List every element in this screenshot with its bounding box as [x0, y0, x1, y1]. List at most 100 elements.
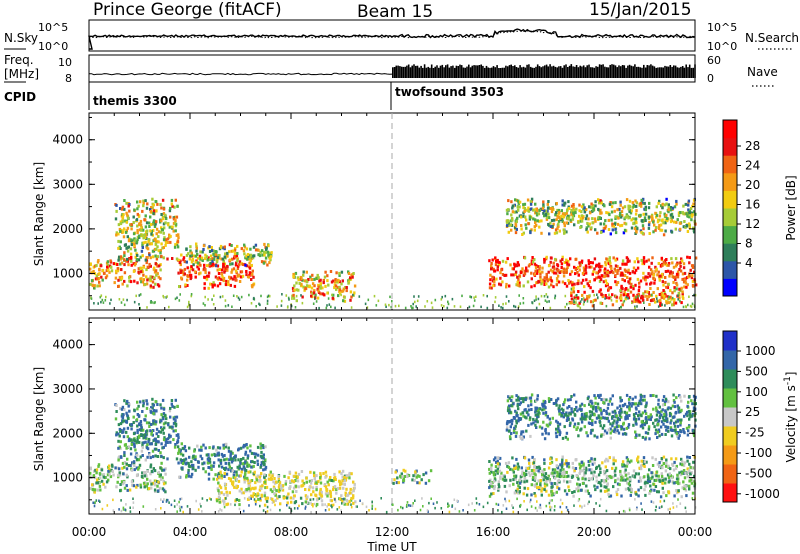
data-cell — [576, 303, 579, 307]
data-cell — [675, 396, 678, 400]
data-cell — [122, 430, 125, 434]
data-cell — [431, 306, 434, 309]
data-cell — [264, 474, 267, 478]
data-cell — [190, 260, 194, 264]
data-cell — [633, 227, 637, 231]
data-cell — [686, 474, 689, 478]
data-cell — [340, 472, 343, 476]
data-cell — [655, 205, 658, 209]
data-cell — [121, 405, 125, 409]
data-cell — [264, 256, 268, 260]
data-cell — [661, 219, 664, 223]
data-cell — [510, 213, 513, 217]
data-cell — [276, 305, 278, 308]
data-cell — [581, 477, 584, 481]
data-cell — [583, 415, 586, 419]
data-cell — [217, 472, 221, 476]
data-cell — [141, 445, 144, 449]
data-cell — [664, 229, 667, 233]
data-cell — [582, 462, 585, 466]
data-cell — [557, 487, 561, 491]
noise-panel: N.Sky 10^5 10^0 10^5 10^0 N.Search — [4, 19, 799, 53]
data-cell — [115, 404, 118, 407]
data-cell — [127, 204, 130, 208]
nave-bar — [499, 68, 502, 78]
data-cell — [629, 493, 632, 497]
data-cell — [286, 501, 289, 505]
data-cell — [517, 305, 520, 308]
data-cell — [674, 257, 678, 261]
nave-bar — [506, 66, 509, 78]
data-cell — [319, 487, 322, 491]
data-cell — [565, 411, 568, 415]
data-cell — [511, 395, 514, 399]
nave-bar — [531, 67, 534, 78]
data-cell — [132, 421, 135, 424]
data-cell — [120, 261, 124, 265]
data-cell — [161, 468, 164, 472]
data-cell — [331, 296, 334, 300]
data-cell — [170, 399, 174, 402]
data-cell — [639, 476, 642, 480]
data-cell — [665, 458, 668, 462]
data-cell — [129, 452, 133, 456]
data-cell — [140, 449, 144, 453]
data-cell — [534, 266, 538, 270]
data-cell — [278, 483, 281, 487]
data-cell — [565, 470, 568, 474]
data-cell — [647, 427, 651, 431]
data-cell — [528, 474, 532, 478]
data-cell — [678, 268, 681, 271]
data-cell — [115, 431, 118, 435]
data-cell — [590, 468, 593, 472]
nave-bar — [438, 67, 440, 78]
data-cell — [567, 462, 570, 466]
data-cell — [149, 463, 153, 467]
data-cell — [679, 300, 681, 303]
data-cell — [541, 270, 544, 274]
data-cell — [491, 275, 494, 279]
data-cell — [97, 259, 100, 262]
data-cell — [611, 466, 614, 470]
data-cell — [562, 475, 566, 479]
data-cell — [415, 305, 417, 308]
data-cell — [674, 278, 677, 281]
data-cell — [303, 288, 306, 292]
data-cell — [688, 484, 691, 488]
data-cell — [603, 472, 606, 476]
data-cell — [146, 256, 149, 259]
data-cell — [605, 485, 608, 489]
data-cell — [560, 472, 563, 475]
data-cell — [283, 474, 286, 478]
data-cell — [151, 280, 155, 284]
data-cell — [330, 280, 334, 284]
data-cell — [238, 489, 241, 493]
data-cell — [612, 256, 615, 260]
data-cell — [655, 474, 658, 478]
data-cell — [556, 226, 559, 230]
data-cell — [519, 271, 523, 275]
data-cell — [552, 261, 555, 265]
data-cell — [659, 466, 663, 470]
data-cell — [488, 479, 491, 483]
data-cell — [573, 265, 576, 269]
data-cell — [150, 469, 154, 473]
data-cell — [153, 438, 156, 442]
data-cell — [636, 458, 639, 462]
data-cell — [150, 275, 153, 279]
data-cell — [621, 476, 624, 480]
data-cell — [132, 415, 135, 419]
data-cell — [117, 258, 120, 262]
data-cell — [561, 212, 565, 216]
data-cell — [595, 475, 598, 479]
data-cell — [210, 249, 214, 252]
data-cell — [583, 300, 585, 304]
data-cell — [626, 257, 630, 261]
data-cell — [626, 276, 629, 279]
data-cell — [319, 489, 322, 493]
data-cell — [597, 406, 600, 410]
data-cell — [248, 274, 251, 277]
data-cell — [132, 432, 136, 436]
data-cell — [607, 488, 610, 492]
data-cell — [189, 266, 193, 270]
